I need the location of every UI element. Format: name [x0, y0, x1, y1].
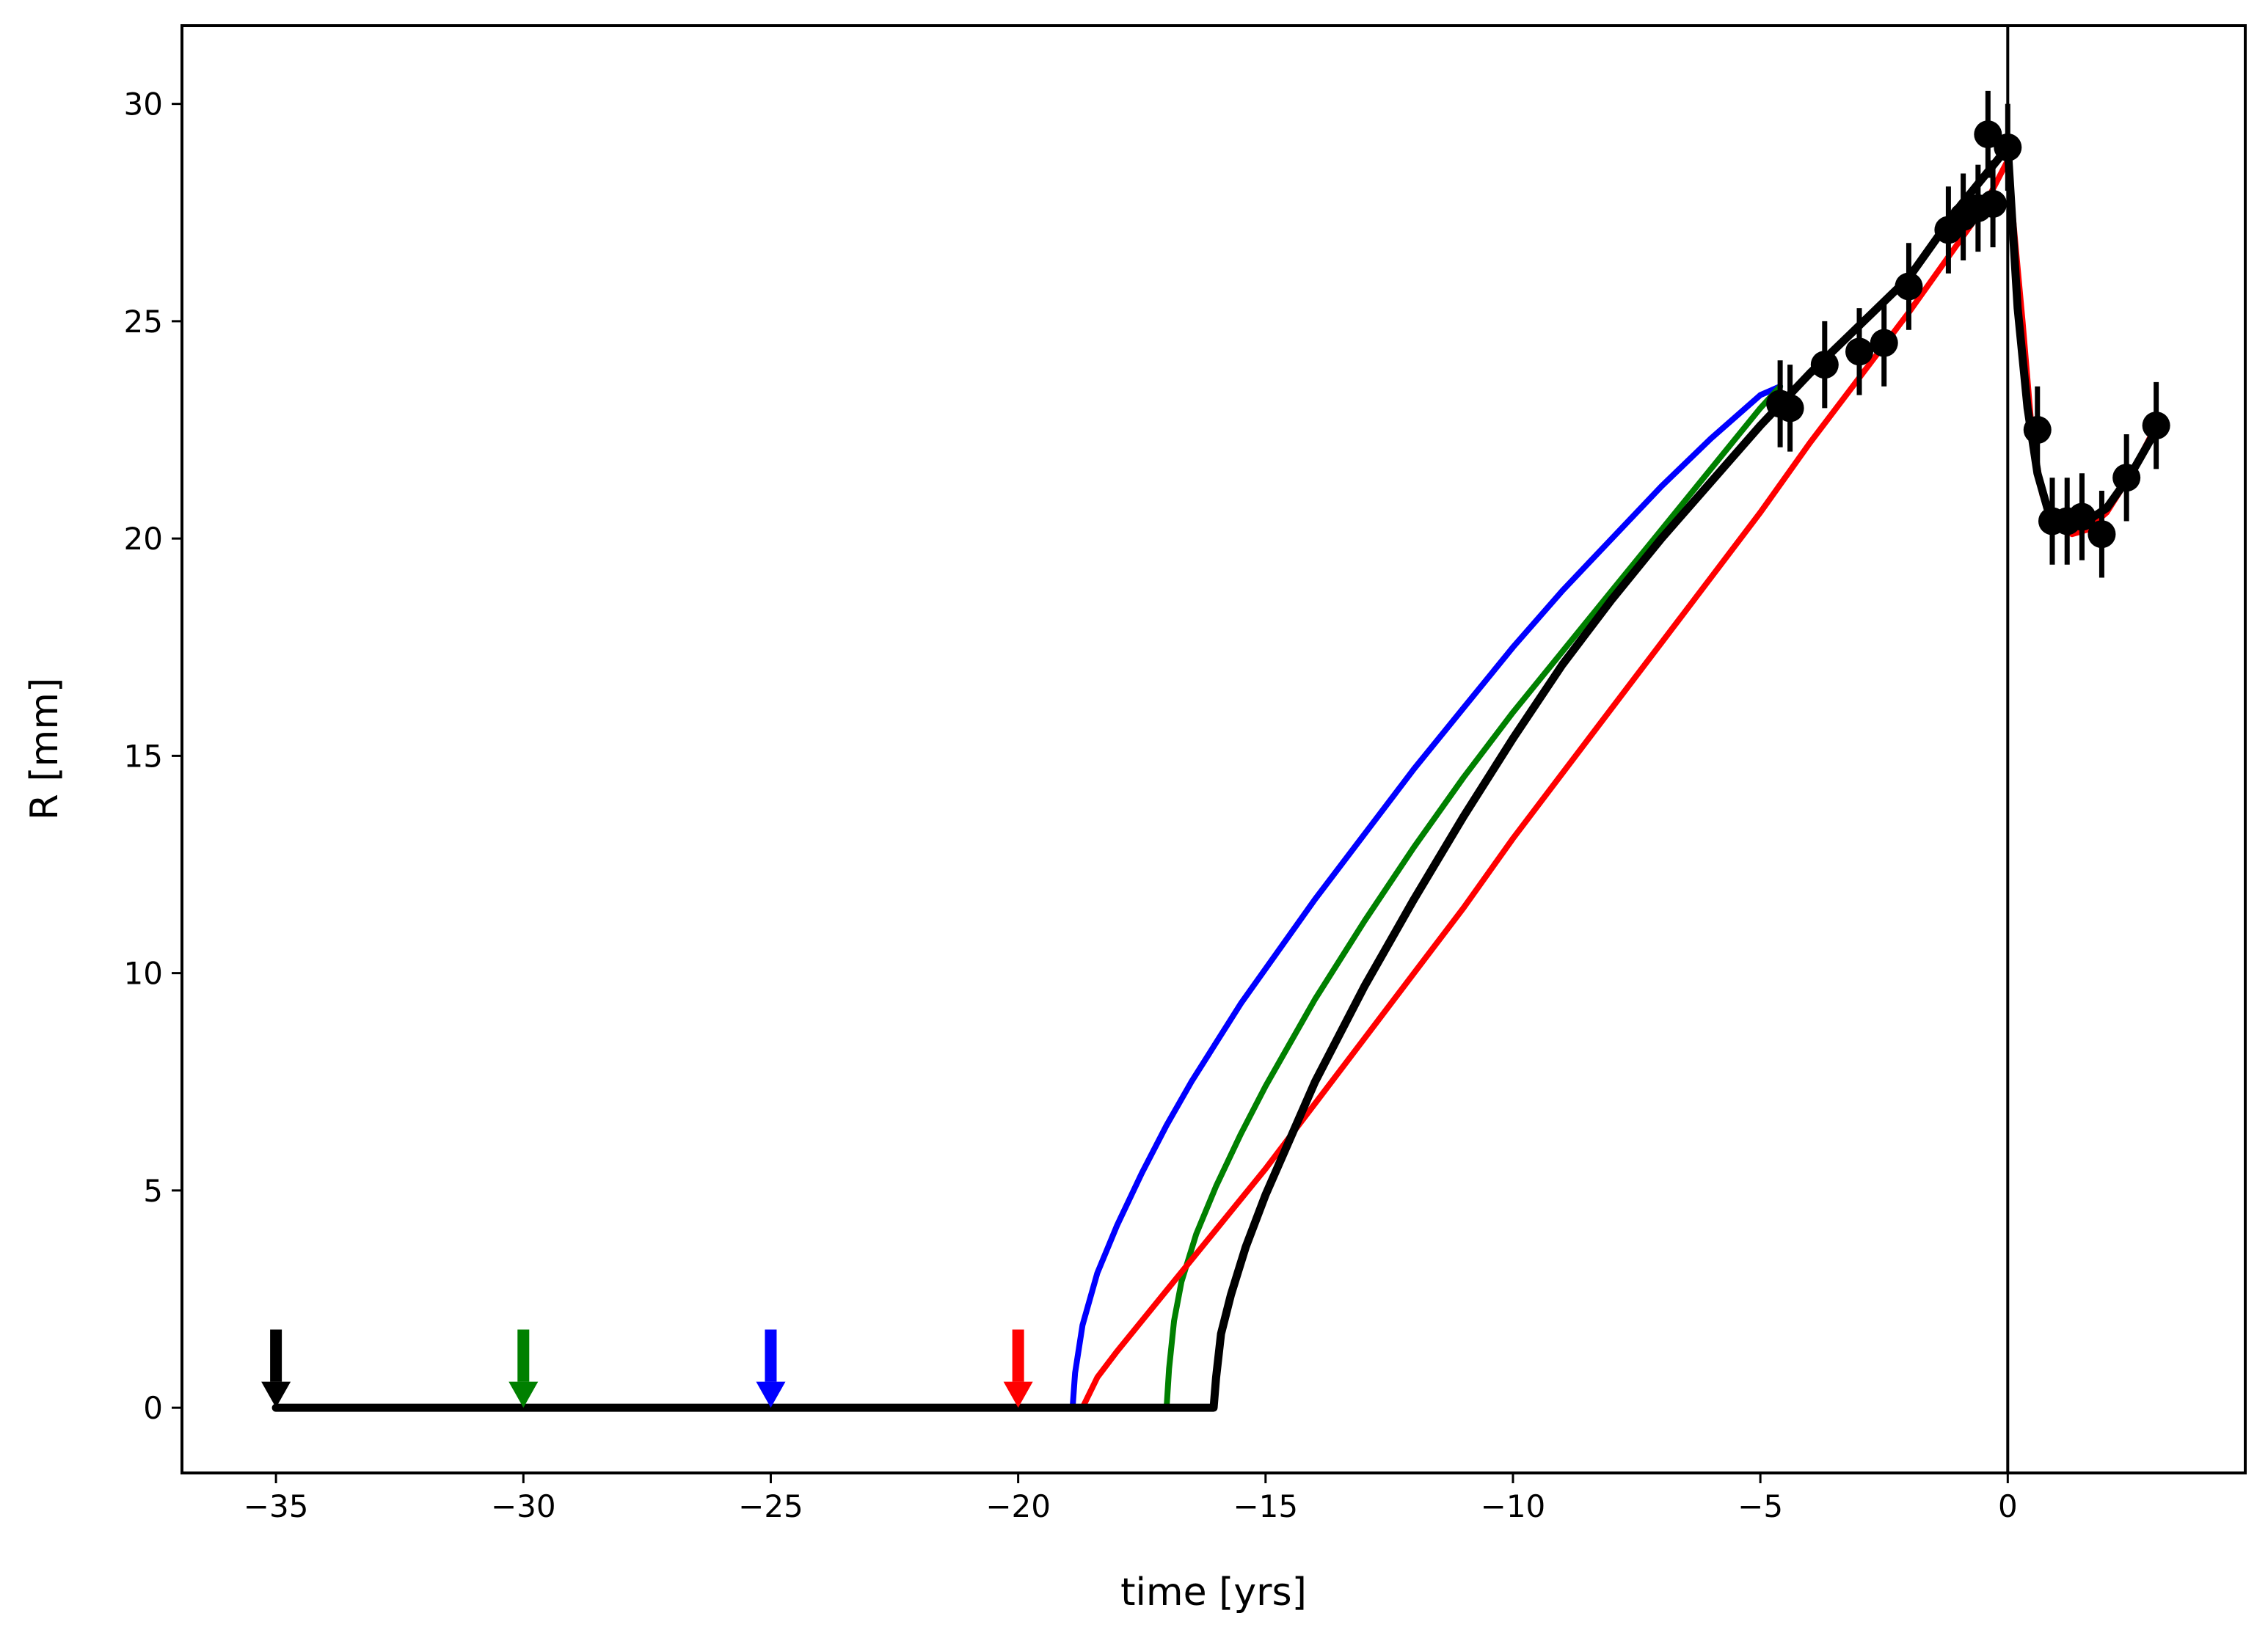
data-point: [1776, 394, 1804, 423]
y-tick-label: 5: [143, 1173, 163, 1209]
data-point: [1979, 189, 2008, 218]
x-tick-label: −25: [738, 1488, 803, 1524]
arrow-head: [756, 1381, 786, 1408]
data-point: [2112, 464, 2141, 492]
arrow-head: [261, 1381, 291, 1408]
y-tick-label: 25: [124, 304, 163, 340]
x-tick-label: −15: [1233, 1488, 1298, 1524]
x-tick-label: −10: [1481, 1488, 1546, 1524]
axes: −35 −30 −25 −20 −15 −10 −5 0 0 5 10 15 20 25 30: [124, 24, 2247, 1524]
data-point: [2087, 520, 2116, 549]
plot-area: [261, 26, 2170, 1473]
x-tick-label: −35: [244, 1488, 309, 1524]
y-tick-label: 0: [143, 1390, 163, 1426]
data-point: [2023, 416, 2052, 445]
x-tick-label: 0: [1998, 1488, 2018, 1524]
x-tick-label: −30: [491, 1488, 556, 1524]
x-tick-label: −20: [985, 1488, 1051, 1524]
data-point: [2142, 412, 2170, 440]
y-axis-label: R [mm]: [23, 678, 67, 821]
data-point: [2068, 502, 2096, 531]
plot-frame: [181, 24, 2247, 1474]
data-point: [1810, 351, 1839, 379]
data-point: [1994, 133, 2022, 161]
arrow-head: [1003, 1381, 1033, 1408]
data-point: [1974, 120, 2002, 149]
y-tick-label: 30: [124, 87, 163, 123]
series-line-0: [273, 383, 1784, 1411]
data-point: [1845, 337, 1874, 366]
y-tick-label: 20: [124, 521, 163, 557]
data-point: [1895, 272, 1923, 301]
arrow-head: [508, 1381, 539, 1408]
data-point: [1870, 329, 1898, 357]
y-tick-label: 15: [124, 738, 163, 774]
series-line-1: [273, 383, 1784, 1411]
y-tick-label: 10: [124, 956, 163, 992]
x-axis-label: time [yrs]: [1120, 1571, 1307, 1615]
x-tick-label: −5: [1738, 1488, 1783, 1524]
